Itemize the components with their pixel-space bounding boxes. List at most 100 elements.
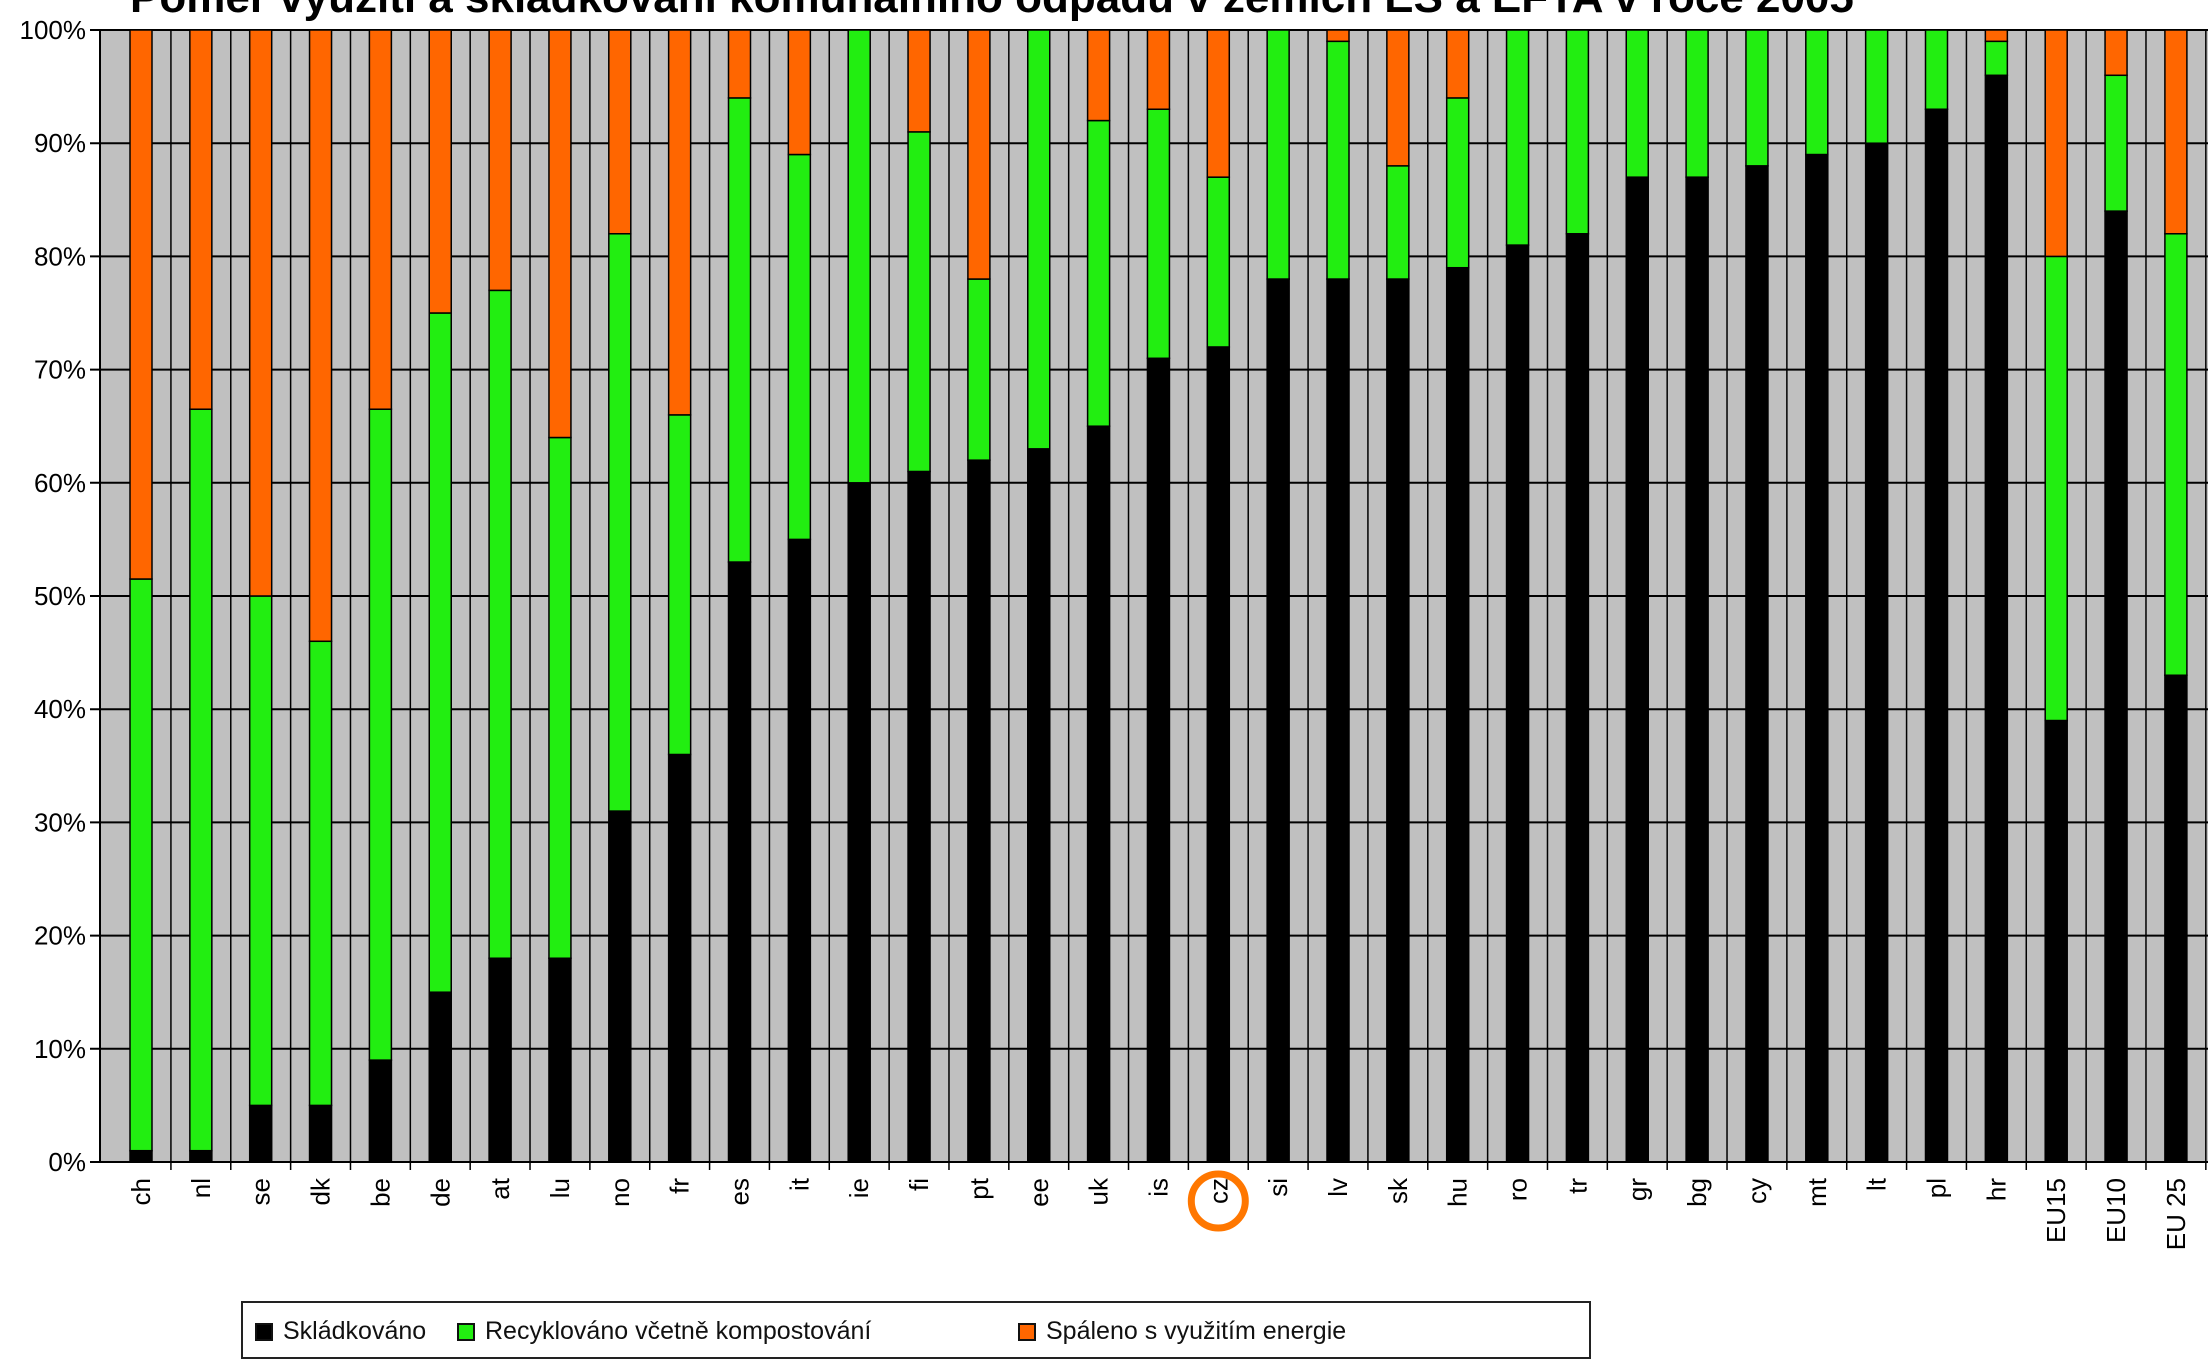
bar-segment — [308, 29, 333, 643]
bar-segment — [1984, 40, 2009, 77]
bar-segment — [1745, 29, 1769, 167]
bar-segment — [548, 29, 572, 439]
bar-segment — [967, 29, 991, 280]
x-tick-label: se — [246, 1178, 276, 1205]
legend: Skládkováno Recyklováno včetně kompostov… — [241, 1301, 1591, 1359]
highlight-circle — [1187, 1170, 1249, 1232]
bar-segment — [1206, 176, 1231, 348]
x-tick-label: dk — [306, 1177, 336, 1205]
chart-title: Poměr využití a skládkování komunálního … — [130, 0, 1854, 22]
bar-segment — [847, 29, 871, 484]
x-tick-label: ch — [126, 1178, 156, 1205]
bar-segment — [308, 1104, 333, 1163]
bar-segment — [727, 29, 752, 99]
bar-segment — [1625, 176, 1649, 1163]
bar-segment — [787, 29, 812, 156]
bar-segment — [368, 408, 393, 1061]
bar-segment — [1565, 29, 1590, 235]
bar-segment — [189, 408, 213, 1152]
bar-segment — [1445, 266, 1470, 1163]
bar-segment — [2104, 29, 2128, 77]
x-tick-label: cz — [1203, 1178, 1233, 1204]
x-tick-label: EU10 — [2101, 1178, 2131, 1243]
legend-item-landfill: Skládkováno — [255, 1317, 426, 1346]
y-tick-label: 90% — [34, 128, 86, 158]
x-tick-label: ro — [1503, 1178, 1533, 1201]
legend-label-incinerated: Spáleno s využitím energie — [1046, 1317, 1347, 1345]
bar-segment — [667, 414, 692, 756]
bar-segment — [1445, 97, 1470, 269]
chart: Poměr využití a skládkování komunálního … — [20, 0, 2208, 1250]
bar-segment — [189, 1149, 213, 1163]
bar-segment — [368, 1059, 393, 1163]
y-tick-label: 80% — [34, 241, 86, 271]
bar-segment — [608, 29, 632, 235]
bar-segment — [1086, 425, 1111, 1163]
y-axis-tick-labels: 0% 10% 20% 30% 40% 50% 60% 70% 80% 90% 100% — [20, 15, 87, 1177]
bar-segment — [2104, 74, 2128, 212]
x-tick-label: ie — [844, 1178, 874, 1198]
bar-segment — [1445, 29, 1470, 99]
bar-segment — [548, 957, 572, 1163]
bar-segment — [1386, 29, 1410, 167]
bar-segment — [1864, 142, 1889, 1163]
bar-segment — [907, 470, 931, 1163]
bar-segment — [428, 29, 452, 314]
x-tick-label: is — [1143, 1178, 1173, 1197]
bar-segment — [907, 29, 931, 133]
bar-segment — [129, 578, 153, 1152]
bar-segment — [248, 29, 273, 597]
bar-segment — [308, 640, 333, 1107]
bar-segment — [1027, 448, 1051, 1163]
bar-segment — [189, 29, 213, 410]
bar-segment — [248, 595, 273, 1107]
bar-segment — [1685, 29, 1709, 178]
bar-segment — [1146, 108, 1171, 360]
x-tick-label: bg — [1682, 1178, 1712, 1207]
y-tick-label: 30% — [34, 807, 86, 837]
x-tick-label: be — [365, 1178, 395, 1207]
bar-segment — [548, 436, 572, 959]
bar-segment — [2164, 674, 2188, 1163]
y-tick-label: 60% — [34, 468, 86, 498]
x-tick-label: sk — [1383, 1177, 1413, 1204]
bar-segment — [129, 1149, 153, 1163]
bar-segment — [2164, 29, 2188, 235]
bar-segment — [2044, 255, 2068, 722]
bar-segment — [488, 289, 512, 959]
y-tick-label: 0% — [48, 1147, 86, 1177]
bar-segment — [1805, 153, 1829, 1163]
x-tick-label: mt — [1802, 1177, 1832, 1207]
bar-segment — [1086, 29, 1111, 122]
bars — [129, 29, 2188, 1163]
bar-segment — [2164, 233, 2188, 676]
legend-item-recycled: Recyklováno včetně kompostování — [457, 1317, 871, 1346]
bar-segment — [1386, 278, 1410, 1163]
legend-swatch-landfill — [255, 1322, 273, 1341]
x-axis-tick-labels: ch nl se dk be de at lu no fr es it ie fi pt ee uk is cz si… — [126, 1177, 2191, 1250]
bar-segment — [847, 482, 871, 1163]
bar-segment — [727, 97, 752, 563]
bar-segment — [428, 312, 452, 993]
legend-swatch-incinerated — [1018, 1322, 1036, 1341]
y-tick-label: 40% — [34, 694, 86, 724]
bar-segment — [2044, 719, 2068, 1163]
bar-segment — [608, 233, 632, 812]
x-tick-label: hr — [1981, 1178, 2011, 1201]
x-tick-label: lv — [1323, 1178, 1353, 1197]
bar-segment — [1685, 176, 1709, 1163]
x-tick-label: hu — [1443, 1178, 1473, 1207]
x-tick-label: no — [605, 1178, 635, 1207]
x-tick-label: si — [1263, 1178, 1293, 1197]
x-tick-label: gr — [1622, 1178, 1652, 1201]
x-tick-label: es — [725, 1178, 755, 1205]
bar-segment — [1146, 29, 1171, 110]
bar-segment — [1745, 165, 1769, 1163]
bar-segment — [787, 153, 812, 541]
x-tick-label: EU 25 — [2161, 1178, 2191, 1250]
legend-item-incinerated: Spáleno s využitím energie — [1018, 1317, 1346, 1346]
bar-segment — [1924, 29, 1949, 110]
x-tick-label: ee — [1024, 1178, 1054, 1207]
bar-segment — [1864, 29, 1889, 144]
bar-segment — [2044, 29, 2068, 258]
